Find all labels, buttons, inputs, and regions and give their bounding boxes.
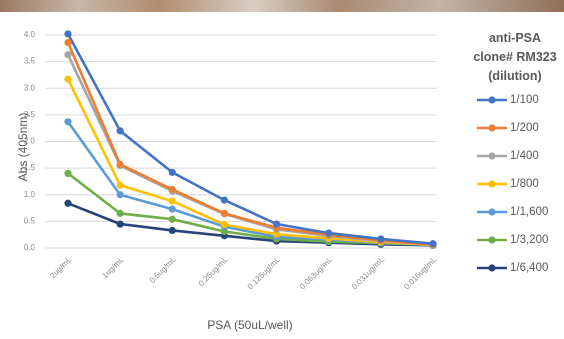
gridlines: [45, 34, 437, 249]
x-tick-label: 1ug/mL: [100, 255, 126, 281]
data-point: [168, 226, 176, 235]
y-tick-labels: 0.0 0.5 1.0 1.5 2.0 2.5 3.0 3.5 4.0: [24, 30, 36, 252]
y-tick-label: 2.0: [24, 137, 36, 146]
data-point: [64, 118, 72, 126]
data-point: [116, 220, 124, 228]
data-point: [64, 51, 72, 59]
y-tick-label: 3.0: [24, 83, 36, 92]
data-point: [116, 209, 124, 217]
x-tick-label: 0.125ug/mL: [246, 255, 283, 292]
legend-label: 1/3,200: [510, 234, 548, 246]
data-point: [116, 191, 124, 199]
data-point: [116, 160, 124, 168]
y-axis-title: Abs (405nm): [16, 113, 30, 182]
y-tick-label: 1.5: [24, 163, 36, 172]
legend-label: 1/1,600: [510, 206, 548, 218]
data-point: [220, 209, 229, 217]
x-tick-label: 0.5ug/mL: [148, 255, 178, 285]
x-tick-label: 0.063ug/mL: [298, 255, 335, 292]
series-lines: [66, 33, 434, 247]
legend-swatch-marker: [488, 180, 496, 188]
data-point: [272, 220, 281, 228]
legend-label: 1/400: [510, 150, 539, 162]
legend-label: 1/100: [510, 94, 539, 106]
x-tick-label: 0.016ug/mL: [402, 255, 439, 292]
data-point: [64, 38, 72, 47]
legend-title-line: anti-PSA: [489, 31, 541, 45]
y-tick-label: 2.5: [24, 110, 36, 119]
data-point: [325, 229, 333, 237]
y-tick-label: 0.0: [24, 243, 36, 252]
data-point: [64, 169, 72, 178]
data-point: [168, 185, 176, 194]
y-tick-label: 0.5: [24, 216, 36, 225]
legend-title: anti-PSA clone# RM323 (dilution): [473, 31, 556, 83]
legend-label: 1/200: [510, 122, 539, 134]
legend-swatch-marker: [488, 124, 496, 132]
data-point: [168, 197, 176, 205]
y-tick-label: 3.5: [24, 57, 36, 66]
legend-swatch-marker: [488, 152, 496, 160]
x-tick-label: 0.031ug/mL: [350, 255, 387, 292]
legend-swatch-marker: [488, 264, 496, 272]
data-point: [429, 240, 437, 248]
legend-title-line: (dilution): [488, 69, 541, 83]
x-axis-title: PSA (50uL/well): [207, 318, 292, 332]
decorative-header-strip: [0, 0, 564, 12]
x-tick-labels: 2ug/mL 1ug/mL 0.5ug/mL 0.25ug/mL 0.125ug/mL 0…: [48, 255, 439, 292]
data-point: [116, 127, 124, 135]
legend-title-line: clone# RM323: [473, 50, 556, 64]
x-tick-label: 2ug/mL: [48, 255, 74, 281]
data-point: [220, 220, 229, 229]
series-line-1/100: [66, 33, 434, 245]
series-line-1/200: [66, 41, 434, 246]
data-point: [377, 235, 385, 243]
y-tick-label: 4.0: [24, 30, 36, 39]
legend-swatch-marker: [488, 236, 496, 244]
data-point: [220, 196, 229, 204]
x-tick-label: 0.25ug/mL: [197, 255, 230, 288]
data-point: [168, 205, 176, 213]
data-point: [168, 168, 176, 176]
data-point: [116, 181, 124, 189]
legend-label: 1/6,400: [510, 262, 548, 274]
data-point: [64, 30, 72, 38]
legend: 1/100 1/200 1/400 1/800 1/1,600 1/3,200 1/6,40…: [477, 94, 548, 274]
series-markers: [64, 30, 437, 249]
data-point: [168, 215, 176, 223]
data-point: [64, 199, 72, 207]
legend-swatch-marker: [488, 208, 496, 216]
legend-swatch-marker: [488, 96, 496, 104]
legend-label: 1/800: [510, 178, 539, 190]
data-point: [64, 75, 72, 83]
y-tick-label: 1.0: [24, 190, 36, 199]
